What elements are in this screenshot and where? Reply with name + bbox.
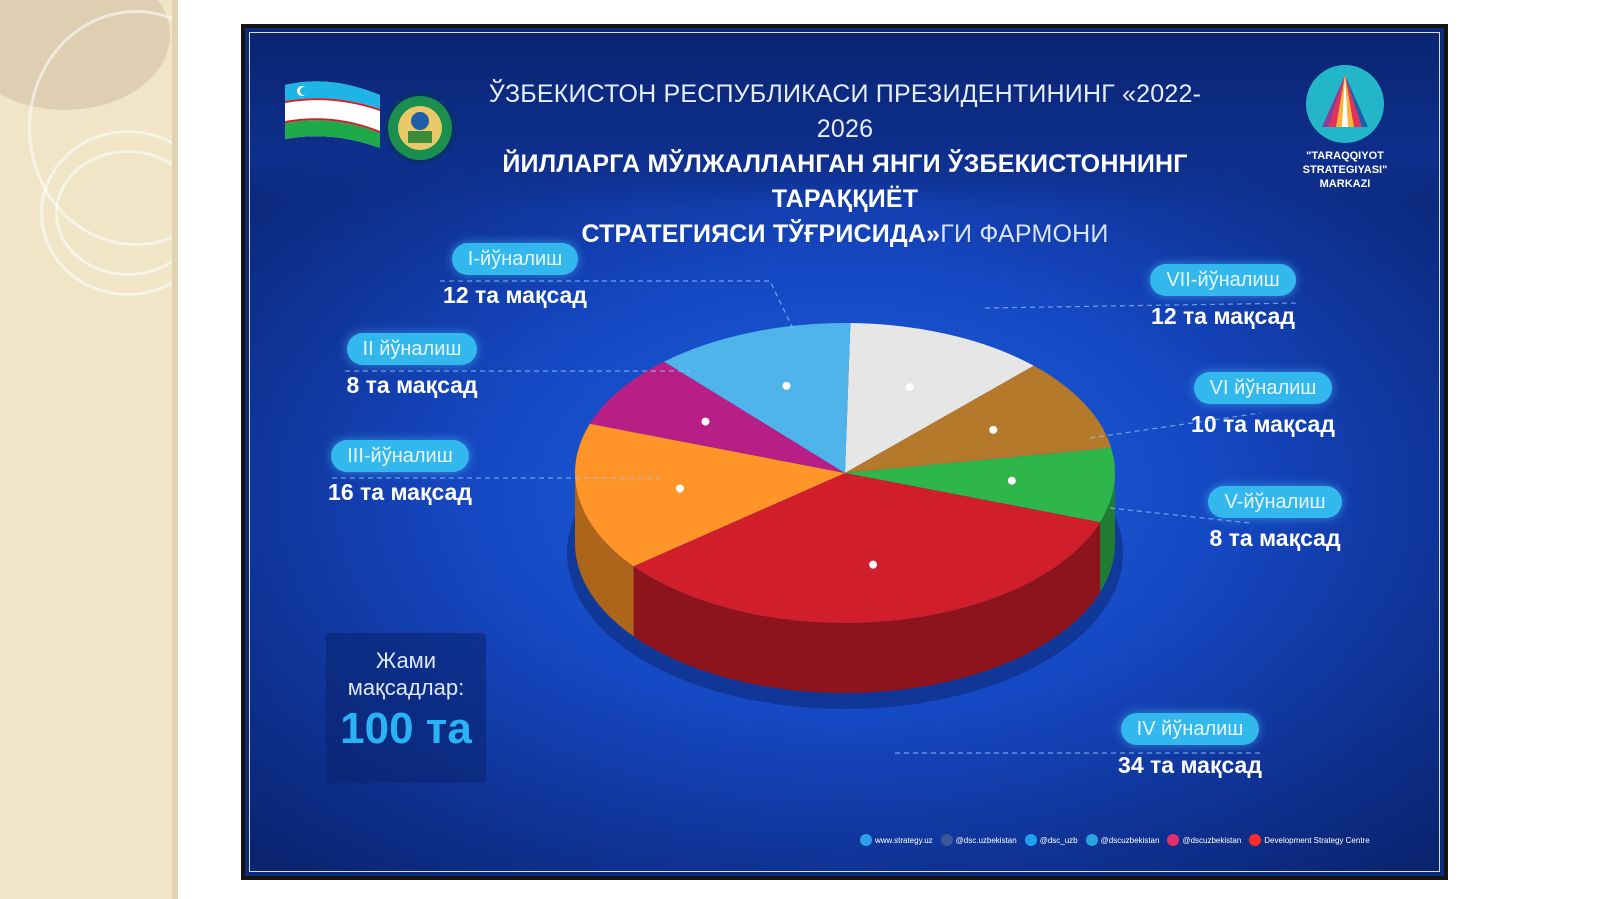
infographic-frame: ЎЗБЕКИСТОН РЕСПУБЛИКАСИ ПРЕЗИДЕНТИНИНГ «… [241, 24, 1448, 880]
slice-label-5: V-йўналиш 8 та мақсад [1195, 486, 1355, 552]
total-goals-value: 100 та [340, 704, 472, 753]
facebook-icon [940, 834, 953, 846]
globe-icon [860, 834, 872, 846]
slice-marker-2 [701, 417, 710, 426]
slice-label-6: VI йўналиш 10 та мақсад [1183, 372, 1343, 438]
title-line-3-bold: СТРАТЕГИЯСИ ТЎҒРИСИДА» [581, 220, 941, 248]
decor-edge [172, 0, 178, 899]
pie-slice-6 [845, 365, 1112, 473]
goal-count-2: 8 та мақсад [346, 372, 478, 398]
goal-count-7: 12 та мақсад [1151, 303, 1295, 329]
pie-slice-1 [664, 323, 851, 473]
pie-slice-4 [633, 473, 1101, 623]
infographic-title: ЎЗБЕКИСТОН РЕСПУБЛИКАСИ ПРЕЗИДЕНТИНИНГ «… [480, 77, 1210, 252]
strategy-centre-logo-icon [1306, 65, 1384, 143]
title-line-1: ЎЗБЕКИСТОН РЕСПУБЛИКАСИ ПРЕЗИДЕНТИНИНГ «… [488, 80, 1202, 143]
instagram-icon [1167, 834, 1180, 846]
direction-pill-5: V-йўналиш [1208, 486, 1342, 518]
slice-marker-1 [782, 381, 791, 390]
telegram-icon [1085, 834, 1098, 846]
infographic-panel: ЎЗБЕКИСТОН РЕСПУБЛИКАСИ ПРЕЗИДЕНТИНИНГ «… [249, 32, 1440, 872]
direction-pill-4: IV йўналиш [1120, 713, 1260, 745]
slide-decoration [0, 0, 178, 899]
title-line-2: ЙИЛЛАРГА МЎЛЖАЛЛАНГАН ЯНГИ ЎЗБЕКИСТОННИН… [502, 150, 1188, 213]
goal-count-3: 16 та мақсад [328, 479, 472, 505]
goal-count-5: 8 та мақсад [1209, 525, 1341, 551]
total-goals-label: Жами мақсадлар: [347, 648, 465, 700]
slice-label-7: VII-йўналиш 12 та мақсад [1143, 264, 1303, 330]
pie-slice-side-5 [1100, 473, 1115, 593]
direction-pill-1: I-йўналиш [451, 243, 579, 275]
direction-pill-6: VI йўналиш [1193, 372, 1333, 404]
slice-marker-4 [869, 560, 878, 569]
direction-pill-3: III-йўналиш [331, 440, 469, 472]
twitter-icon [1024, 834, 1037, 846]
uzbekistan-flag-emblem [280, 73, 480, 173]
direction-pill-7: VII-йўналиш [1150, 264, 1296, 296]
leader-line-7 [984, 302, 1301, 309]
slice-marker-3 [675, 484, 684, 493]
footer-social-links: www.strategy.uz @dsc.uzbekistan @dsc_uzb @d… [860, 830, 1420, 850]
footer-link[interactable]: @dsc.uzbekistan [940, 834, 1017, 846]
taraqqiyot-logo: "TARAQQIYOT STRATEGIYASI" MARKAZI [1265, 65, 1425, 191]
pie-slice-side-3 [575, 473, 634, 637]
leader-line-5 [1109, 507, 1251, 524]
pie-slice-7 [845, 323, 1034, 473]
footer-link-text: @dscuzbekistan [1100, 835, 1160, 845]
leader-line-1 [440, 280, 796, 334]
goal-count-4: 34 та мақсад [1118, 752, 1262, 778]
logo-caption: "TARAQQIYOT STRATEGIYASI" MARKAZI [1265, 149, 1425, 191]
logo-caption-line-2: MARKAZI [1319, 178, 1371, 190]
footer-link-text: @dsc_uzb [1039, 835, 1078, 845]
leader-line-6 [1089, 412, 1261, 439]
footer-link-text: Development Strategy Centre [1264, 835, 1370, 845]
slice-label-1: I-йўналиш 12 та мақсад [435, 243, 595, 309]
flag-icon [285, 81, 456, 164]
pie-slice-5 [845, 447, 1115, 523]
slice-label-4: IV йўналиш 34 та мақсад [1110, 713, 1270, 779]
slice-marker-7 [905, 383, 914, 392]
youtube-icon [1249, 834, 1262, 846]
slice-marker-6 [989, 425, 998, 434]
slice-marker-5 [1007, 476, 1016, 485]
footer-link-text: @dscuzbekistan [1182, 835, 1242, 845]
footer-link[interactable]: www.strategy.uz [860, 834, 933, 846]
pie-slice-side-4 [633, 522, 1101, 693]
goal-count-6: 10 та мақсад [1191, 411, 1335, 437]
goal-count-1: 12 та мақсад [443, 282, 587, 308]
slice-label-2: II йўналиш 8 та мақсад [337, 333, 487, 399]
pie-slice-2 [589, 361, 845, 473]
total-goals-card: Жами мақсадлар: 100 та [326, 633, 486, 783]
title-line-3: СТРАТЕГИЯСИ ТЎҒРИСИДА»ГИ ФАРМОНИ [480, 217, 1210, 252]
footer-link[interactable]: @dscuzbekistan [1167, 834, 1241, 846]
title-line-3-rest: ГИ ФАРМОНИ [940, 220, 1109, 248]
logo-caption-line-1: "TARAQQIYOT STRATEGIYASI" [1302, 150, 1388, 176]
decor-arc [55, 150, 178, 276]
footer-link-text: @dsc.uzbekistan [955, 835, 1017, 845]
pie-chart [332, 280, 1301, 754]
footer-link[interactable]: @dsc_uzb [1024, 834, 1078, 846]
pie-slice-3 [575, 423, 845, 567]
footer-link[interactable]: Development Strategy Centre [1249, 834, 1370, 846]
slice-label-3: III-йўналиш 16 та мақсад [320, 440, 480, 506]
footer-link-text: www.strategy.uz [875, 835, 933, 845]
footer-link[interactable]: @dscuzbekistan [1085, 834, 1160, 846]
direction-pill-2: II йўналиш [346, 333, 478, 365]
